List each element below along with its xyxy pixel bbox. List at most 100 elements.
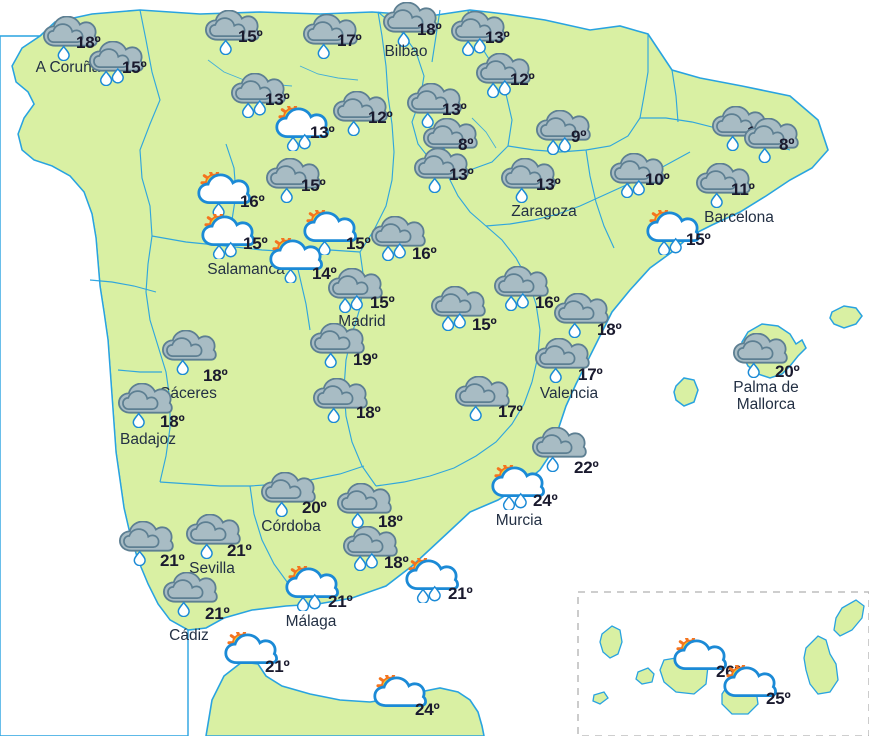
temperature-label: 9º bbox=[571, 127, 587, 146]
temperature-label: 10º bbox=[645, 170, 670, 189]
raindrop-icon bbox=[219, 39, 232, 56]
temperature-label: 21º bbox=[448, 584, 473, 603]
raindrop-icon bbox=[132, 412, 145, 429]
cloud-rain-icon bbox=[493, 265, 549, 312]
temperature-label: 15º bbox=[301, 176, 326, 195]
raindrop-icon bbox=[275, 501, 288, 518]
raindrop-icon bbox=[212, 244, 226, 261]
cloud-shape bbox=[646, 211, 700, 242]
temperature-label: 16º bbox=[240, 192, 265, 211]
cloud-rain-icon bbox=[500, 157, 556, 204]
la-gomera-island bbox=[635, 667, 655, 685]
fuerteventura-island bbox=[803, 635, 839, 695]
raindrop-icon bbox=[473, 37, 486, 54]
raindrop-icon bbox=[558, 136, 571, 153]
cloud-rain-icon bbox=[413, 147, 469, 194]
el-hierro-island bbox=[592, 691, 609, 705]
la-palma-island bbox=[599, 625, 623, 659]
temperature-label: 20º bbox=[302, 498, 327, 517]
cloud-rain-icon bbox=[475, 52, 531, 99]
cloud-rain-icon bbox=[534, 337, 590, 384]
cloud-rain-icon bbox=[695, 162, 751, 209]
temperature-label: 17º bbox=[498, 402, 523, 421]
cloud-rain-icon bbox=[430, 285, 486, 332]
temperature-label: 17º bbox=[337, 31, 362, 50]
temperature-label: 13º bbox=[265, 90, 290, 109]
city-label-murcia: Murcia bbox=[495, 512, 543, 529]
temperature-label: 18º bbox=[76, 33, 101, 52]
temperature-label: 18º bbox=[378, 512, 403, 531]
cloud-rain-icon bbox=[609, 152, 665, 199]
raindrop-icon bbox=[461, 40, 475, 57]
temperature-label: 15º bbox=[243, 234, 268, 253]
city-label-palma: Palma de Mallorca bbox=[733, 379, 799, 414]
temperature-label: 24º bbox=[533, 491, 558, 510]
cloud-shape bbox=[673, 639, 727, 670]
raindrop-icon bbox=[350, 294, 363, 311]
raindrop-icon bbox=[296, 596, 310, 613]
cloud-rain-icon bbox=[302, 13, 358, 60]
cloud-rain-icon bbox=[118, 520, 174, 567]
cloud-rain-icon bbox=[161, 329, 217, 376]
raindrop-icon bbox=[747, 362, 760, 379]
city-label-barcelona: Barcelona bbox=[704, 209, 774, 226]
cloud-rain-icon bbox=[327, 267, 383, 314]
cloud-rain-icon bbox=[117, 382, 173, 429]
temperature-label: 13º bbox=[442, 100, 467, 119]
canary-inset-frame bbox=[577, 591, 869, 736]
temperature-label: 21º bbox=[328, 592, 353, 611]
cloud-rain-icon bbox=[450, 10, 506, 57]
city-label-a-coruna: A Coruña bbox=[35, 59, 101, 76]
temperature-label: 15º bbox=[122, 58, 147, 77]
cloud-shape bbox=[405, 559, 459, 590]
raindrop-icon bbox=[353, 555, 367, 572]
city-label-cordoba: Córdoba bbox=[261, 518, 321, 535]
temperature-label: 21º bbox=[160, 551, 185, 570]
cloud-rain-icon bbox=[553, 292, 609, 339]
cloud-rain-icon bbox=[42, 15, 98, 62]
raindrop-icon bbox=[469, 405, 482, 422]
cloud-rain-icon bbox=[743, 117, 799, 164]
sun-cloud-icon bbox=[372, 672, 428, 719]
temperature-label: 15º bbox=[370, 293, 395, 312]
cloud-rain-icon bbox=[531, 426, 587, 473]
raindrop-icon bbox=[177, 601, 190, 618]
raindrop-icon bbox=[669, 237, 682, 254]
cloud-rain-icon bbox=[204, 9, 260, 56]
cloud-rain-icon bbox=[535, 109, 591, 156]
temperature-label: 16º bbox=[535, 293, 560, 312]
raindrop-icon bbox=[758, 147, 771, 164]
raindrop-icon bbox=[286, 136, 300, 153]
cloud-shape bbox=[269, 239, 323, 270]
raindrop-icon bbox=[200, 543, 213, 560]
sun-cloud-icon bbox=[404, 555, 460, 605]
cloud-rain-icon bbox=[230, 72, 286, 119]
raindrop-icon bbox=[327, 407, 340, 424]
cloud-rain-icon bbox=[162, 571, 218, 618]
lanzarote-island bbox=[833, 599, 865, 637]
raindrop-icon bbox=[568, 322, 581, 339]
raindrop-icon bbox=[416, 588, 430, 605]
raindrop-icon bbox=[620, 182, 634, 199]
portugal-area bbox=[0, 35, 189, 736]
raindrop-icon bbox=[453, 312, 466, 329]
cloud-shape bbox=[285, 567, 339, 598]
temperature-label: 18º bbox=[597, 320, 622, 339]
raindrop-icon bbox=[338, 297, 352, 314]
raindrop-icon bbox=[324, 352, 337, 369]
city-label-zaragoza: Zaragoza bbox=[511, 203, 577, 220]
temperature-label: 21º bbox=[265, 657, 290, 676]
temperature-label: 22º bbox=[574, 458, 599, 477]
raindrop-icon bbox=[515, 187, 528, 204]
menorca-island bbox=[829, 305, 863, 329]
sun-cloud-icon bbox=[672, 635, 728, 682]
cloud-shape bbox=[275, 107, 329, 138]
raindrop-icon bbox=[280, 187, 293, 204]
cloud-shape bbox=[723, 666, 777, 697]
sun-cloud-icon bbox=[268, 235, 324, 285]
raindrop-icon bbox=[351, 512, 364, 529]
raindrop-icon bbox=[486, 82, 500, 99]
raindrop-icon bbox=[99, 70, 113, 87]
temperature-label: 18º bbox=[417, 20, 442, 39]
